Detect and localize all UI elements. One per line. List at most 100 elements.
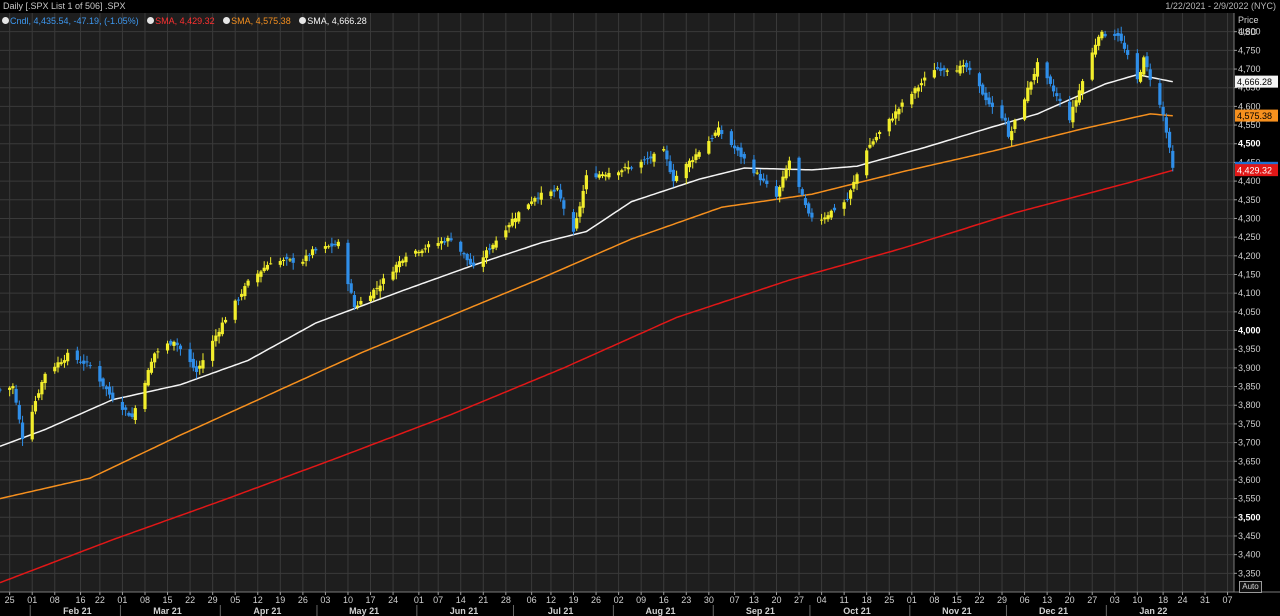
candle-body bbox=[571, 212, 576, 232]
candle-body bbox=[1006, 120, 1011, 137]
candle-body bbox=[198, 365, 202, 369]
candle-body bbox=[130, 413, 134, 417]
candle-body bbox=[62, 360, 67, 363]
price-tick-label: 3,700 bbox=[1238, 438, 1261, 448]
time-tick-label: 18 bbox=[1158, 595, 1168, 605]
candle-body bbox=[472, 262, 476, 267]
candle-body bbox=[98, 366, 102, 382]
candle-body bbox=[526, 204, 530, 209]
time-tick-label: 01 bbox=[117, 595, 127, 605]
candle-body bbox=[1113, 33, 1117, 36]
candle-body bbox=[923, 77, 927, 81]
legend-dot-icon bbox=[223, 17, 231, 25]
candle-body bbox=[530, 201, 534, 204]
legend-item-candle[interactable]: Cndl, 4,435.54, -47.19, (-1.05%) bbox=[2, 16, 142, 26]
candle-body bbox=[1171, 150, 1175, 168]
time-tick-label: 29 bbox=[997, 595, 1007, 605]
candle-body bbox=[491, 244, 495, 249]
month-label: Nov 21 bbox=[942, 606, 972, 616]
candle-body bbox=[0, 389, 2, 391]
price-tick-label: 3,900 bbox=[1238, 363, 1261, 373]
time-tick-label: 03 bbox=[320, 595, 330, 605]
candle-body bbox=[14, 388, 18, 403]
price-tick-label: 4,300 bbox=[1238, 213, 1261, 223]
legend-item-sma-white[interactable]: SMA, 4,666.28 bbox=[299, 16, 370, 26]
candle-body bbox=[120, 401, 125, 410]
candle-body bbox=[797, 157, 801, 187]
time-axis[interactable] bbox=[0, 592, 1280, 616]
candle-body bbox=[781, 176, 785, 188]
time-tick-label: 27 bbox=[1087, 595, 1097, 605]
candle-body bbox=[1119, 33, 1123, 41]
month-label: Feb 21 bbox=[63, 606, 92, 616]
candle-body bbox=[397, 261, 402, 268]
candle-body bbox=[562, 200, 566, 209]
time-tick-label: 07 bbox=[730, 595, 740, 605]
time-tick-label: 08 bbox=[140, 595, 150, 605]
candle-body bbox=[107, 386, 112, 395]
candle-body bbox=[919, 83, 924, 86]
candle-body bbox=[900, 102, 904, 107]
candle-body bbox=[1026, 87, 1030, 102]
candle-body bbox=[262, 267, 266, 272]
candle-body bbox=[333, 244, 337, 246]
candle-body bbox=[111, 392, 115, 400]
month-label: Aug 21 bbox=[645, 606, 675, 616]
price-chart[interactable]: Price USD 3,350 3,400 3,450 3,500 3,550 3,600… bbox=[0, 13, 1280, 616]
price-tick-label: 4,750 bbox=[1238, 45, 1261, 55]
price-tick-label: 3,650 bbox=[1238, 456, 1261, 466]
candle-body bbox=[803, 198, 808, 206]
price-tick-label: 4,050 bbox=[1238, 307, 1261, 317]
candle-body bbox=[517, 212, 521, 222]
time-tick-label: 27 bbox=[794, 595, 804, 605]
time-tick-label: 15 bbox=[952, 595, 962, 605]
time-tick-label: 07 bbox=[433, 595, 443, 605]
time-tick-label: 30 bbox=[704, 595, 714, 605]
price-tick-label: 3,400 bbox=[1238, 550, 1261, 560]
candle-body bbox=[281, 259, 286, 262]
candle-body bbox=[336, 241, 340, 247]
time-tick-label: 14 bbox=[456, 595, 466, 605]
candle-body bbox=[800, 189, 804, 195]
plot-area[interactable] bbox=[0, 13, 1234, 592]
candle-body bbox=[964, 62, 969, 68]
auto-scale-button[interactable]: Auto bbox=[1239, 581, 1262, 593]
time-tick-label: 25 bbox=[884, 595, 894, 605]
candle-body bbox=[1135, 53, 1139, 80]
legend-item-sma-red[interactable]: SMA, 4,429.32 bbox=[147, 16, 218, 26]
time-tick-label: 21 bbox=[478, 595, 488, 605]
candle-body bbox=[1048, 76, 1052, 84]
month-label: Jan 22 bbox=[1139, 606, 1167, 616]
time-tick-label: 09 bbox=[636, 595, 646, 605]
candle-body bbox=[855, 174, 859, 184]
candle-body bbox=[462, 252, 466, 255]
candle-body bbox=[594, 173, 598, 178]
candle-body bbox=[146, 370, 150, 386]
time-tick-label: 19 bbox=[275, 595, 285, 605]
candle-body bbox=[662, 149, 666, 151]
price-tick-label: 4,250 bbox=[1238, 232, 1261, 242]
candle-body bbox=[88, 365, 92, 367]
price-tick-label: 4,150 bbox=[1238, 269, 1261, 279]
candle-body bbox=[246, 280, 250, 286]
candle-body bbox=[330, 243, 334, 247]
candle-body bbox=[214, 335, 218, 342]
candle-body bbox=[910, 93, 914, 105]
price-axis[interactable] bbox=[1234, 13, 1280, 592]
candle-body bbox=[201, 360, 205, 369]
price-tick-label: 3,750 bbox=[1238, 419, 1261, 429]
candle-body bbox=[488, 248, 492, 250]
chart-title: Daily [.SPX List 1 of 506] .SPX bbox=[3, 1, 126, 11]
candle-body bbox=[233, 300, 237, 320]
candle-body bbox=[865, 150, 869, 176]
candle-body bbox=[1045, 62, 1049, 79]
candle-body bbox=[510, 218, 514, 226]
candle-body bbox=[1029, 82, 1033, 90]
grid bbox=[0, 13, 1234, 592]
candle-body bbox=[356, 305, 360, 308]
candle-body bbox=[774, 186, 779, 197]
candle-body bbox=[481, 257, 485, 267]
time-tick-label: 28 bbox=[501, 595, 511, 605]
legend-item-sma-orange[interactable]: SMA, 4,575.38 bbox=[223, 16, 294, 26]
candle-body bbox=[733, 145, 737, 149]
